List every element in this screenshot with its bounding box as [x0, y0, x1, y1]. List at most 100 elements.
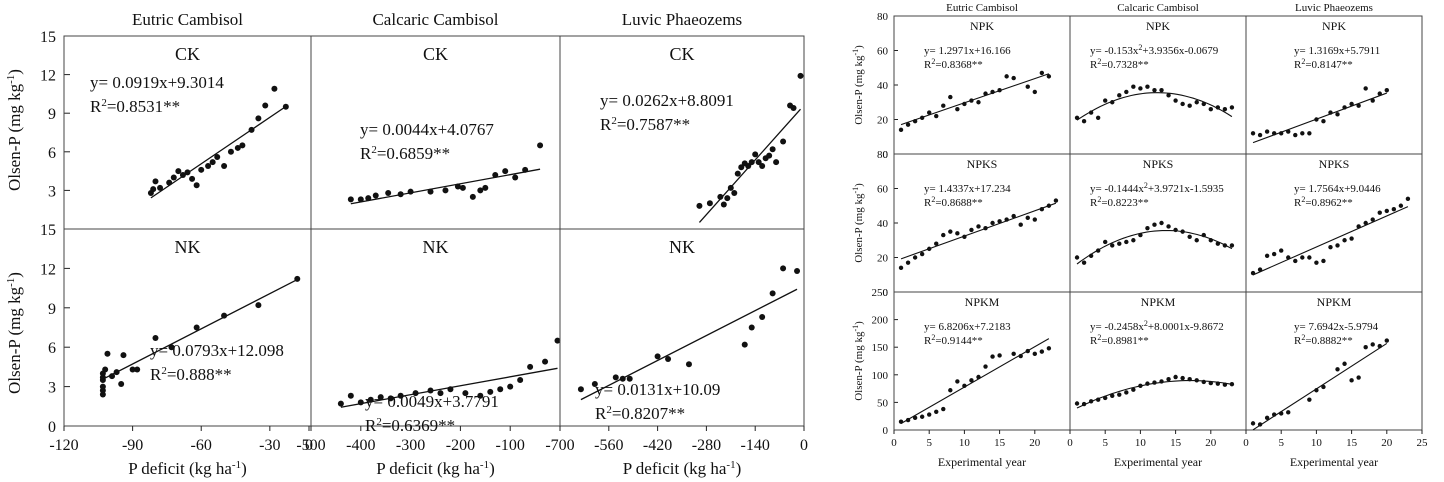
y-tick-label: 0: [883, 287, 889, 299]
equation: y= -0.2458x2+8.0001x-9.8672: [1090, 319, 1224, 334]
data-point: [542, 358, 549, 365]
data-point: [1032, 217, 1038, 222]
data-point: [1194, 378, 1199, 383]
data-point: [1117, 392, 1122, 397]
x-tick-label: -60: [191, 437, 212, 454]
r-squared: R2=0.7328**: [1090, 57, 1149, 72]
data-point: [948, 229, 953, 234]
data-point: [955, 231, 960, 236]
data-point: [990, 220, 995, 226]
x-tick-label: -700: [545, 437, 574, 454]
data-point: [1095, 248, 1101, 253]
data-point: [1004, 217, 1009, 222]
data-point: [1349, 236, 1354, 241]
data-point: [1131, 238, 1136, 243]
data-point: [1342, 105, 1347, 110]
data-point: [198, 166, 205, 173]
data-point: [941, 406, 946, 412]
r-squared: R2=0.8147**: [1294, 57, 1353, 72]
data-point: [1286, 410, 1291, 415]
data-point: [919, 115, 925, 120]
data-point: [1222, 106, 1228, 112]
x-tick-label: 0: [1243, 437, 1249, 449]
data-point: [1180, 229, 1185, 234]
equation: y= 6.8206x+7.2183: [924, 321, 1011, 333]
data-point: [1046, 346, 1052, 351]
data-point: [166, 179, 173, 186]
data-point: [537, 142, 544, 149]
data-point: [619, 375, 626, 382]
data-point: [738, 164, 745, 171]
data-point: [1208, 238, 1214, 243]
data-point: [209, 159, 216, 166]
data-point: [1356, 103, 1361, 108]
data-point: [184, 169, 191, 176]
panel-label: NPK: [970, 19, 994, 33]
data-point: [969, 98, 974, 103]
data-point: [1384, 208, 1390, 214]
data-point: [1166, 93, 1171, 98]
data-point: [1103, 98, 1108, 103]
data-point: [1264, 415, 1270, 421]
data-point: [1342, 238, 1347, 243]
data-point: [1257, 132, 1263, 138]
data-point: [1095, 397, 1101, 402]
data-point: [1342, 361, 1347, 366]
x-tick-label: 15: [994, 437, 1006, 449]
data-point: [1328, 110, 1333, 115]
equation: y= 1.3169x+5.7911: [1294, 45, 1380, 57]
data-point: [1300, 131, 1305, 136]
data-point: [1159, 379, 1164, 384]
data-point: [109, 373, 116, 380]
data-point: [1117, 241, 1122, 246]
data-point: [442, 187, 449, 194]
data-point: [1279, 131, 1284, 136]
data-point: [168, 344, 175, 351]
panel-npkm-2: NPKM y= -0.2458x2+8.0001x-9.8672R2=0.8981…: [1069, 291, 1247, 431]
data-point: [1180, 375, 1185, 381]
data-point: [1363, 220, 1368, 226]
x-tick-label: 20: [1029, 437, 1041, 449]
equation: y= 0.0793x+12.098: [150, 341, 284, 360]
data-point: [175, 168, 182, 175]
y-tick-label: 9: [48, 301, 56, 318]
data-point: [1293, 132, 1298, 138]
y-tick-label: 20: [877, 253, 889, 265]
data-point: [1271, 412, 1277, 417]
data-point: [734, 170, 741, 177]
data-point: [497, 386, 504, 393]
data-point: [1307, 397, 1312, 402]
data-point: [1279, 411, 1284, 416]
data-point: [397, 392, 404, 399]
regression-line: [1252, 342, 1388, 431]
data-point: [1180, 101, 1185, 107]
panel-label: CK: [669, 44, 694, 64]
y-axis-label: Olsen-P (mg kg-1): [851, 183, 866, 263]
data-point: [685, 361, 692, 368]
data-point: [1229, 381, 1235, 387]
column-title: Luvic Phaeozems: [1295, 2, 1373, 14]
data-point: [612, 374, 619, 381]
y-tick-label: 80: [877, 149, 889, 161]
data-point: [1110, 243, 1115, 248]
data-point: [1124, 89, 1129, 95]
data-point: [1194, 100, 1199, 105]
x-tick-label: -400: [346, 437, 375, 454]
data-point: [1124, 239, 1129, 245]
data-point: [1145, 381, 1150, 386]
data-point: [1271, 131, 1277, 136]
y-tick-label: 3: [48, 183, 56, 200]
data-point: [1110, 100, 1115, 105]
data-point: [665, 356, 672, 363]
data-point: [102, 366, 109, 373]
equation: y= 0.0262x+8.8091: [600, 91, 734, 110]
data-point: [1335, 367, 1340, 372]
x-axis-label: Experimental year: [1114, 455, 1202, 469]
panel-frame: [1069, 291, 1247, 431]
y-tick-label: 15: [40, 29, 56, 46]
data-point: [654, 353, 661, 360]
data-point: [720, 201, 727, 208]
